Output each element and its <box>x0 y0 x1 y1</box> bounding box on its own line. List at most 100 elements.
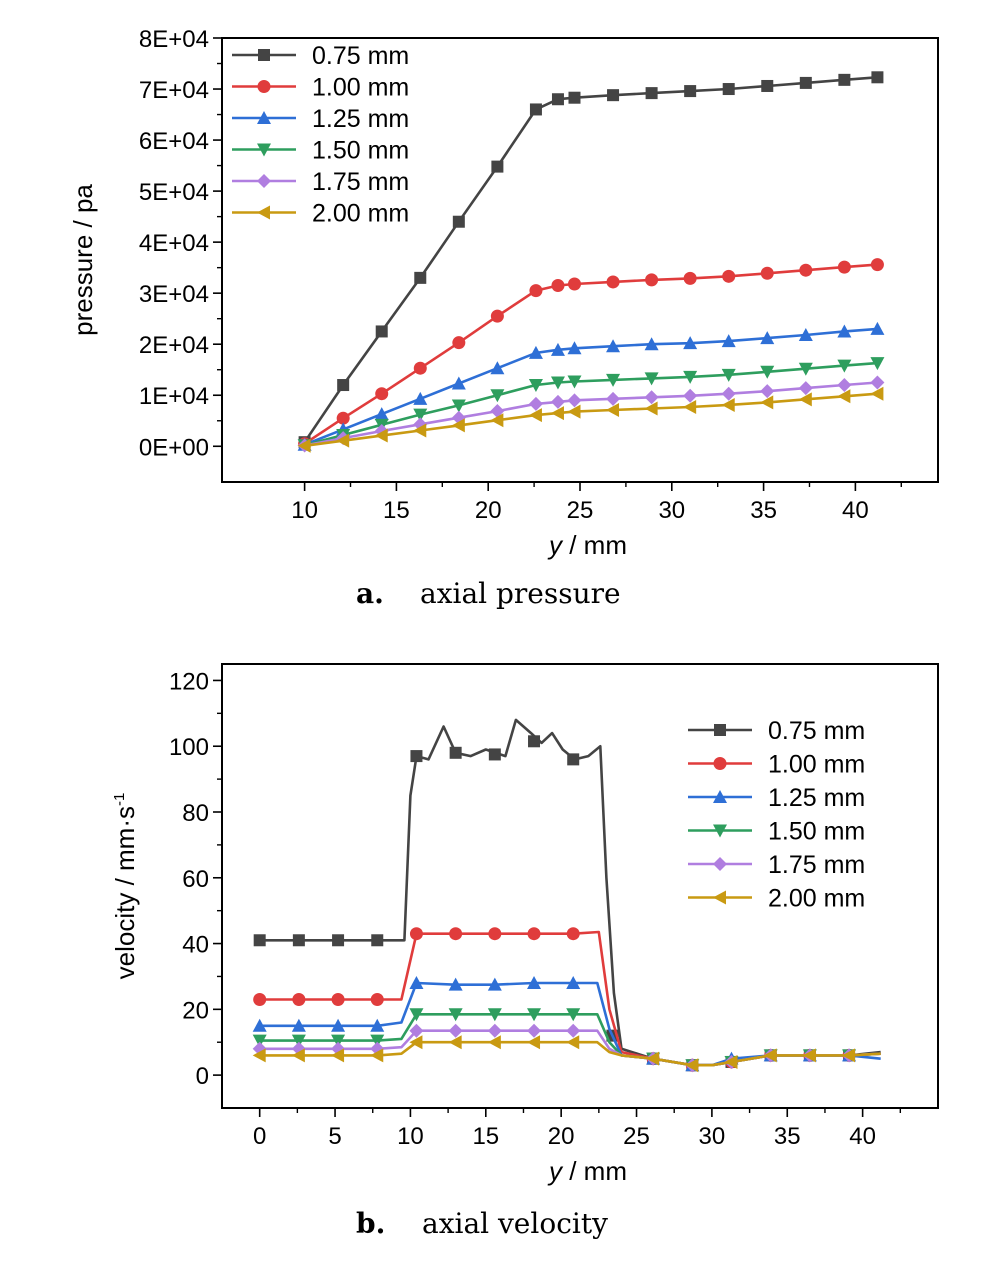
data-point <box>370 1018 385 1032</box>
data-point <box>566 1035 580 1050</box>
x-tick-label: 0 <box>253 1123 266 1150</box>
x-tick-label: 30 <box>699 1123 726 1150</box>
data-point <box>760 365 775 379</box>
data-point <box>838 73 851 86</box>
data-point <box>409 1035 423 1050</box>
y-tick-label: 120 <box>169 668 209 695</box>
data-point <box>644 337 659 351</box>
series-line <box>304 381 878 447</box>
x-axis-label: y / mm <box>547 1156 627 1186</box>
data-point <box>568 91 581 104</box>
legend-swatch-marker <box>257 80 271 93</box>
y-tick-label: 0E+00 <box>139 434 209 461</box>
legend-label: 1.50 mm <box>768 818 865 846</box>
data-point <box>528 396 543 411</box>
series-1-25-mm <box>252 976 881 1072</box>
data-point <box>527 1035 541 1050</box>
data-point <box>760 266 774 280</box>
series-line <box>259 1012 881 1067</box>
legend-label: 0.75 mm <box>768 717 865 745</box>
data-point <box>409 976 424 990</box>
x-tick-label: 25 <box>623 1123 650 1150</box>
data-point <box>451 399 466 413</box>
series-2-00-mm <box>252 1035 881 1073</box>
data-point <box>528 345 543 359</box>
data-point <box>837 260 851 274</box>
data-point <box>721 386 736 401</box>
legend: 0.75 mm 1.00 mm 1.25 mm 1.50 mm 1.75 mm 2.00 … <box>232 42 409 228</box>
data-point <box>567 375 582 389</box>
data-point <box>761 79 774 92</box>
data-point <box>409 1023 424 1038</box>
legend-item: 2.00 mm <box>688 885 865 913</box>
data-point <box>870 386 884 401</box>
x-tick-label: 40 <box>849 1123 876 1150</box>
data-point <box>567 404 581 419</box>
legend-swatch-marker <box>258 49 270 61</box>
series-1-00-mm <box>298 258 884 451</box>
legend-swatch-marker <box>713 824 727 838</box>
legend-item: 1.25 mm <box>232 105 409 133</box>
data-point <box>566 976 581 990</box>
y-axis-label: pressure / pa <box>68 184 98 336</box>
legend-item: 2.00 mm <box>232 200 409 228</box>
legend-item: 1.50 mm <box>232 137 409 165</box>
data-point <box>331 1048 345 1063</box>
data-point <box>837 389 851 404</box>
series-1-75-mm <box>252 1023 881 1073</box>
data-point <box>837 359 852 373</box>
data-point <box>291 1048 305 1063</box>
legend-swatch-marker <box>714 724 726 736</box>
data-point <box>529 284 543 298</box>
data-point <box>487 977 502 991</box>
data-point <box>448 1035 462 1050</box>
data-point <box>683 271 697 285</box>
legend-item: 1.75 mm <box>688 851 865 879</box>
series-line <box>259 930 881 1067</box>
data-point <box>645 87 658 100</box>
data-point <box>567 341 582 355</box>
y-tick-label: 80 <box>182 800 209 827</box>
legend-label: 1.25 mm <box>768 784 865 812</box>
plot-frame <box>221 663 939 1109</box>
data-point <box>332 934 345 947</box>
data-point <box>371 934 384 947</box>
data-point <box>370 992 384 1006</box>
x-tick-label: 15 <box>472 1123 499 1150</box>
y-tick-label: 2E+04 <box>139 332 209 359</box>
data-point <box>721 397 735 412</box>
data-point <box>253 992 267 1006</box>
data-point <box>490 413 504 428</box>
series-1-25-mm <box>297 321 885 451</box>
data-point <box>452 215 465 228</box>
legend-swatch-marker <box>257 174 271 188</box>
data-point <box>798 392 812 407</box>
velocity-chart: 0 5 10 15 20 25 30 35 40 0 20 40 60 80 100 120 y / mm vel… <box>110 663 939 1186</box>
y-tick-label: 1E+04 <box>139 383 209 410</box>
legend-label: 1.00 mm <box>768 751 865 779</box>
data-point <box>798 328 813 342</box>
data-point <box>487 1023 502 1038</box>
legend-item: 1.50 mm <box>688 818 865 846</box>
legend-label: 0.75 mm <box>312 42 409 70</box>
data-point <box>567 277 581 291</box>
data-point <box>331 992 345 1006</box>
data-point <box>646 1051 660 1066</box>
data-point <box>760 395 774 410</box>
y-tick-label: 20 <box>182 997 209 1024</box>
data-point <box>566 1008 581 1022</box>
data-point <box>567 753 580 766</box>
series-line <box>259 1040 881 1067</box>
y-tick-label: 6E+04 <box>139 128 209 155</box>
data-point <box>252 1048 266 1063</box>
data-point <box>683 399 697 414</box>
data-point <box>567 393 582 408</box>
data-point <box>685 1058 699 1073</box>
series-line <box>304 361 878 447</box>
data-point <box>451 376 466 390</box>
data-point <box>722 269 736 283</box>
data-point <box>336 411 350 425</box>
legend-item: 0.75 mm <box>688 717 865 745</box>
data-point <box>409 1008 424 1022</box>
legend-item: 1.25 mm <box>688 784 865 812</box>
